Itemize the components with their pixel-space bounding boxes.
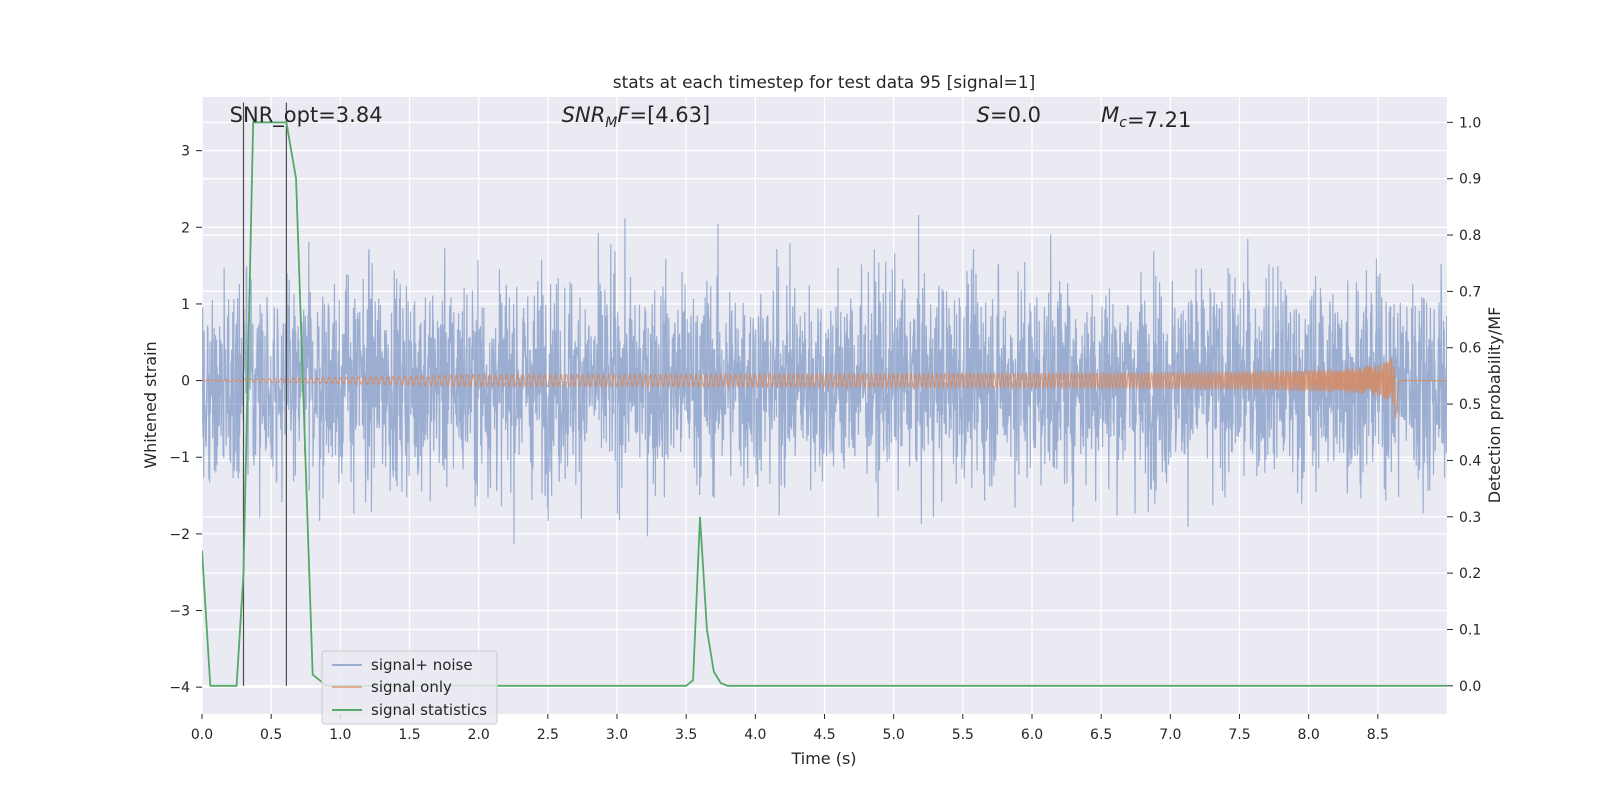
- x-tick-label-11: 5.5: [952, 727, 974, 743]
- x-tick-label-8: 4.0: [744, 727, 766, 743]
- right-tick-label-7: 0.7: [1459, 284, 1481, 300]
- annotation-snr-opt: SNR_opt=3.84: [230, 103, 383, 128]
- right-tick-label-8: 0.8: [1459, 228, 1481, 244]
- annotation-mc-value: Mc=7.21: [1101, 103, 1191, 132]
- right-tick-label-9: 0.9: [1459, 172, 1481, 188]
- chart-title: stats at each timestep for test data 95 …: [613, 73, 1036, 93]
- series-signal-noise: [202, 215, 1447, 544]
- grid-left: [202, 150, 1447, 688]
- right-tick-label-0: 0.0: [1459, 679, 1481, 695]
- x-axis-ticks: 0.0 0.5 1.0 1.5 2.0 2.5 3.0 3.5 4.0 4.5 5.0 5.5 6.0 6…: [191, 714, 1389, 743]
- left-tick-label-4: 0: [181, 374, 190, 390]
- right-axis-label: Detection probability/MF: [1485, 307, 1504, 504]
- series-signal-only: [202, 358, 1447, 418]
- annotations: SNR_opt=3.84 SNRMF=[4.63] S=0.0 Mc=7.21: [230, 103, 1192, 132]
- vertical-markers: [242, 102, 287, 686]
- x-tick-label-15: 7.5: [1228, 727, 1250, 743]
- x-tick-label-9: 4.5: [813, 727, 835, 743]
- left-tick-label-0: −4: [169, 680, 190, 696]
- left-tick-label-1: −3: [169, 604, 190, 620]
- x-tick-label-0: 0.0: [191, 727, 213, 743]
- legend-label-signal-only: signal only: [371, 678, 452, 696]
- x-tick-label-3: 1.5: [398, 727, 420, 743]
- right-tick-label-6: 0.6: [1459, 341, 1481, 357]
- right-tick-label-3: 0.3: [1459, 510, 1481, 526]
- legend: signal+ noise signal only signal statist…: [321, 650, 498, 725]
- left-tick-label-6: 2: [181, 220, 190, 236]
- series-signal-noise-line: [202, 215, 1447, 544]
- legend-label-signal-statistics: signal statistics: [371, 701, 487, 719]
- right-tick-label-1: 0.1: [1459, 622, 1481, 638]
- left-tick-label-7: 3: [181, 144, 190, 160]
- x-tick-label-17: 8.5: [1367, 727, 1389, 743]
- annotation-s-value: S=0.0: [977, 103, 1041, 127]
- left-axis-label: Whitened strain: [141, 341, 160, 468]
- x-tick-label-16: 8.0: [1298, 727, 1320, 743]
- x-axis-label: Time (s): [790, 749, 856, 768]
- x-tick-label-10: 5.0: [883, 727, 905, 743]
- x-tick-label-14: 7.0: [1159, 727, 1181, 743]
- right-tick-label-2: 0.2: [1459, 566, 1481, 582]
- annotation-snr-mf: SNRMF=[4.63]: [562, 103, 711, 131]
- left-axis-ticks: −4 −3 −2 −1 0 1 2 3: [169, 144, 202, 696]
- x-tick-label-7: 3.5: [675, 727, 697, 743]
- right-tick-label-5: 0.5: [1459, 397, 1481, 413]
- left-tick-label-5: 1: [181, 297, 190, 313]
- x-tick-label-1: 0.5: [260, 727, 282, 743]
- x-tick-label-13: 6.5: [1090, 727, 1112, 743]
- left-tick-label-2: −2: [169, 527, 190, 543]
- legend-label-signal-noise: signal+ noise: [371, 656, 473, 674]
- x-tick-label-5: 2.5: [537, 727, 559, 743]
- right-tick-label-4: 0.4: [1459, 453, 1481, 469]
- x-tick-label-12: 6.0: [1021, 727, 1043, 743]
- x-tick-label-2: 1.0: [329, 727, 351, 743]
- series-signal-only-line: [202, 358, 1447, 418]
- x-tick-label-6: 3.0: [606, 727, 628, 743]
- right-axis-ticks: 0.0 0.1 0.2 0.3 0.4 0.5 0.6 0.7 0.8 0.9 1.0: [1447, 115, 1481, 695]
- legend-box: [321, 650, 498, 725]
- left-tick-label-3: −1: [169, 450, 190, 466]
- right-tick-label-10: 1.0: [1459, 115, 1481, 131]
- x-tick-label-4: 2.0: [468, 727, 490, 743]
